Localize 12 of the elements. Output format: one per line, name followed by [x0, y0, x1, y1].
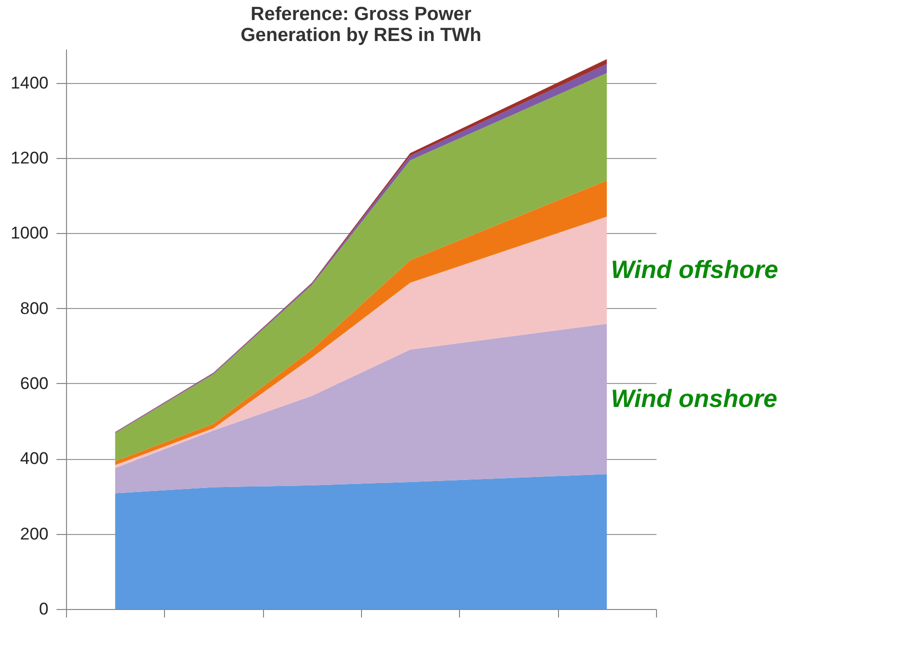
- y-tick-label: 200: [20, 524, 48, 544]
- y-tick-label: 1400: [10, 73, 48, 92]
- y-tick-label: 800: [20, 298, 48, 318]
- y-tick-label: 1200: [10, 148, 48, 168]
- text: Generation by RES in TWh: [240, 25, 482, 46]
- text: Reference: Gross Power: [250, 4, 472, 25]
- y-tick-label: 0: [39, 600, 48, 618]
- series-label: Wind onshore: [610, 384, 778, 413]
- y-tick-label: 600: [20, 374, 48, 393]
- series-label: Wind offshore: [610, 256, 778, 284]
- y-tick-label: 400: [20, 449, 48, 468]
- y-tick-label: 1000: [10, 224, 48, 243]
